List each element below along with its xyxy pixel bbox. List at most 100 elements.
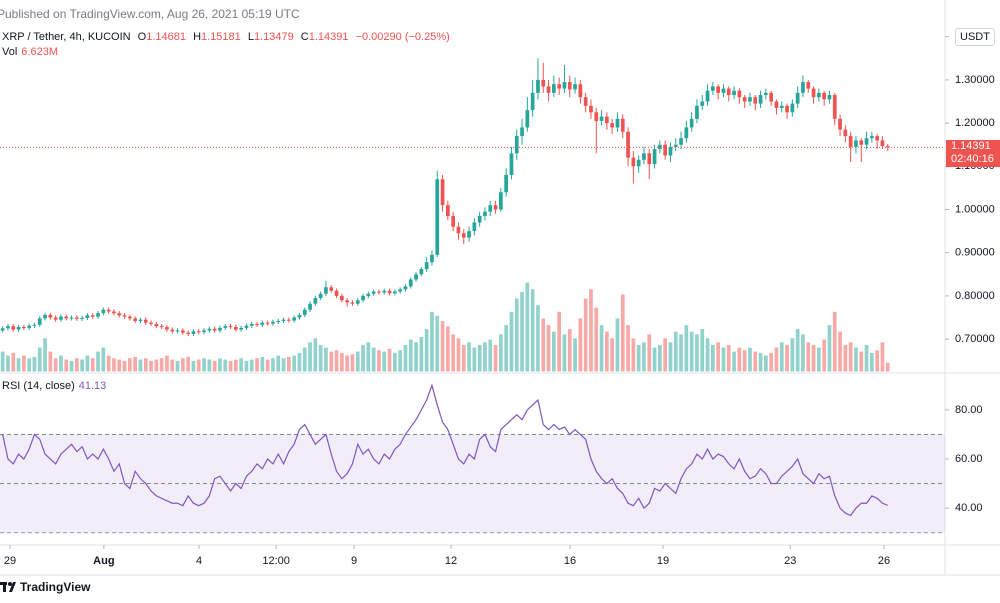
volume-bar	[864, 344, 869, 372]
candle-body	[583, 97, 588, 106]
candle-body	[180, 330, 185, 333]
candle-body	[80, 317, 85, 319]
candle-body	[69, 317, 74, 319]
candle-body	[859, 140, 864, 145]
candle-body	[536, 79, 540, 93]
candle-body	[122, 315, 127, 317]
candle-body	[811, 88, 816, 98]
candle-body	[6, 326, 10, 329]
candle-body	[838, 118, 842, 130]
candle-body	[366, 293, 371, 296]
volume-bar	[742, 350, 747, 372]
volume-bar	[567, 329, 572, 372]
volume-bar	[647, 334, 652, 372]
volume-bar	[689, 331, 694, 372]
volume-bar	[48, 351, 53, 372]
volume-bar	[520, 291, 524, 372]
candle-body	[711, 86, 715, 91]
candle-body	[779, 105, 784, 108]
volume-bar	[435, 315, 440, 372]
volume-bar	[885, 362, 890, 372]
change: −0.00290 (−0.25%)	[355, 31, 450, 43]
candle-body	[419, 269, 424, 275]
o-value: 1.14681	[146, 31, 186, 43]
candle-body	[562, 82, 567, 89]
candle-body	[392, 291, 397, 294]
candle-body	[265, 322, 270, 324]
candle-body	[832, 95, 837, 119]
volume-bar	[0, 351, 5, 372]
volume-bar	[716, 342, 721, 372]
price-tag-value: 1.14391	[951, 140, 991, 152]
candle-body	[477, 215, 482, 223]
candle-body	[37, 318, 42, 325]
volume-bar	[843, 344, 848, 372]
volume-bar	[652, 347, 657, 372]
l-value: 1.13479	[253, 31, 294, 43]
candle-body	[673, 144, 678, 147]
candle-body	[318, 293, 323, 299]
candle-body	[276, 320, 281, 322]
candle-body	[445, 205, 450, 216]
volume-bar	[180, 358, 185, 372]
volume-bar	[785, 344, 789, 372]
candle-body	[398, 289, 403, 292]
volume-bar	[159, 358, 164, 372]
volume-bar	[228, 360, 233, 372]
volume-bar	[658, 344, 662, 372]
volume-bar	[202, 358, 206, 372]
volume-bar	[329, 351, 334, 372]
candles	[0, 58, 890, 337]
candle-body	[732, 90, 736, 96]
volume-bar	[827, 325, 832, 372]
volume-bar	[334, 350, 339, 372]
candle-body	[451, 215, 456, 227]
candle-body	[255, 323, 259, 325]
candle-body	[668, 146, 673, 156]
volume-bar	[774, 347, 779, 372]
volume-bar	[663, 338, 668, 372]
candle-body	[371, 291, 376, 294]
candle-body	[239, 327, 244, 330]
volume-bar	[848, 342, 853, 372]
candle-body	[414, 274, 418, 280]
volume-bar	[445, 326, 450, 372]
volume-bar	[769, 352, 774, 372]
volume-bar	[207, 359, 212, 372]
candle-body	[848, 136, 853, 147]
volume-bar	[642, 342, 646, 372]
volume-bar	[371, 347, 376, 372]
candle-body	[795, 92, 800, 104]
candle-body	[854, 140, 858, 147]
candle-body	[806, 82, 811, 89]
candle-body	[700, 101, 705, 106]
volume-bar	[154, 359, 159, 372]
volume-bar	[779, 342, 784, 372]
volume-bar	[339, 352, 344, 372]
currency-button[interactable]: USDT	[955, 28, 995, 46]
countdown: 02:40:16	[951, 153, 994, 165]
published: Published on TradingView.com, Aug 26, 20…	[0, 7, 300, 21]
candle-body	[573, 84, 577, 90]
volume-bar	[117, 359, 122, 372]
candle-body	[143, 319, 148, 323]
volume-bar	[705, 338, 710, 372]
volume-bar	[626, 325, 630, 372]
x-tick-label: 23	[784, 555, 796, 567]
volume-bar	[811, 344, 816, 372]
candle-body	[53, 317, 58, 320]
volume-bar	[854, 347, 858, 372]
candle-body	[546, 86, 551, 93]
candle-body	[652, 149, 657, 165]
candle-body	[249, 323, 254, 326]
candle-body	[350, 302, 355, 304]
volume-bar	[451, 334, 456, 372]
candle-body	[281, 319, 286, 321]
candle-body	[589, 105, 593, 113]
candle-body	[742, 97, 747, 102]
volume-bar	[414, 342, 418, 372]
volume-bar	[361, 344, 365, 372]
candle-body	[467, 231, 471, 238]
volume-bar	[318, 344, 323, 372]
candle-body	[769, 92, 774, 102]
